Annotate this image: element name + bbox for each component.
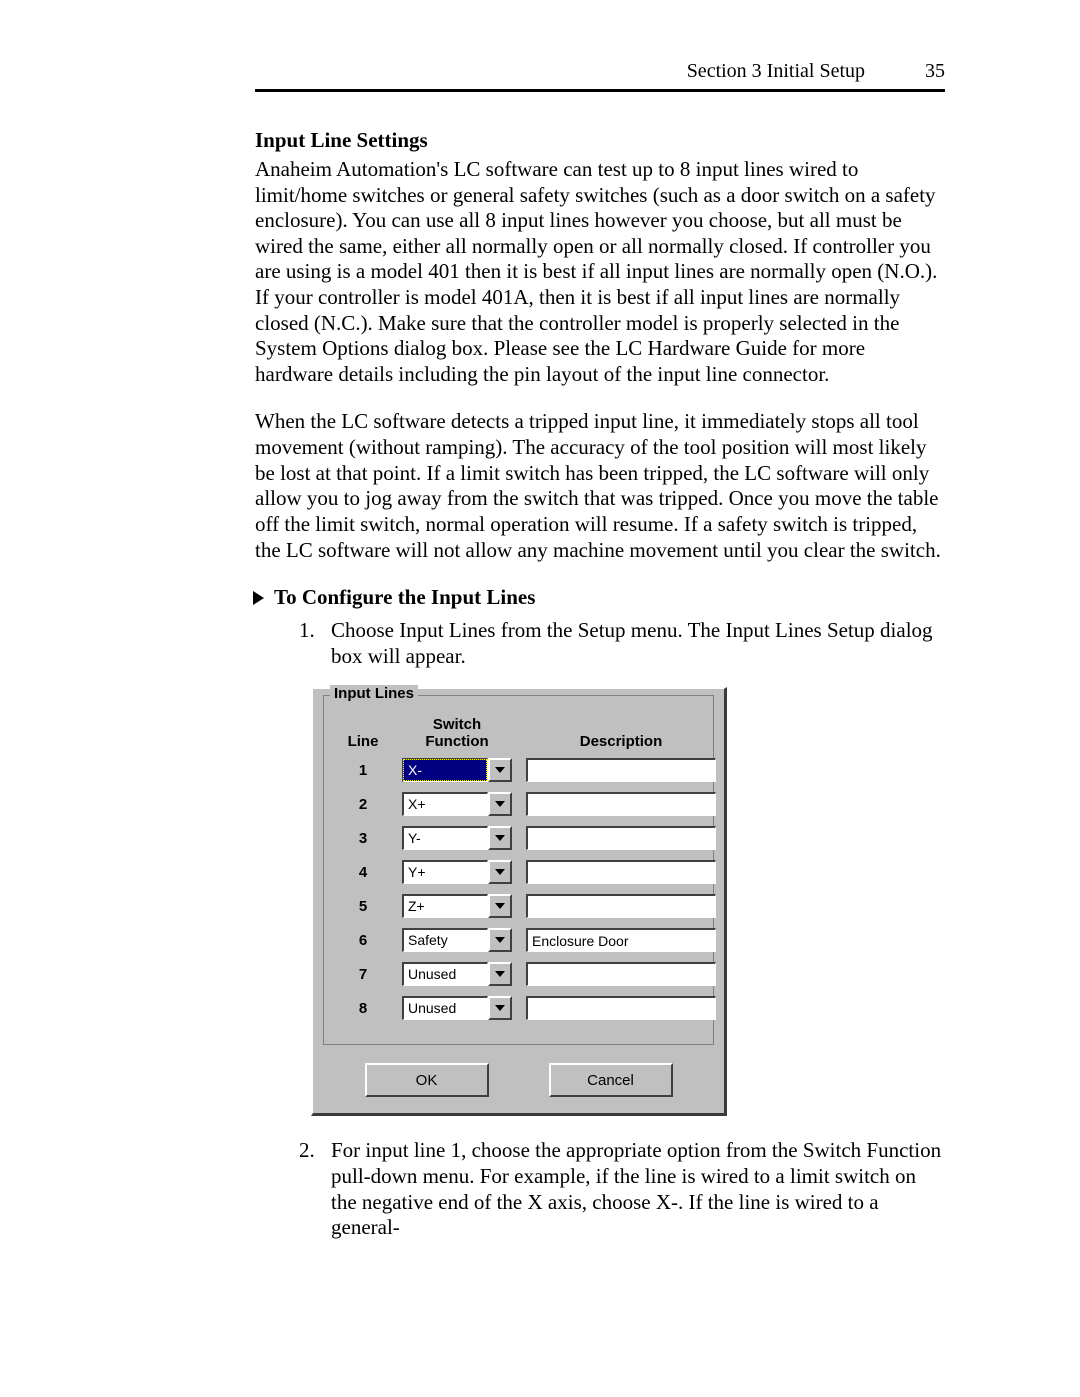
- dropdown-button[interactable]: [488, 894, 512, 918]
- switch-function-dropdown[interactable]: Y+: [402, 860, 512, 884]
- ok-button-label: OK: [416, 1072, 438, 1089]
- ordered-list: 1. Choose Input Lines from the Setup men…: [255, 618, 945, 669]
- switch-function-value: Unused: [402, 996, 488, 1020]
- input-line-row: 8 Unused: [338, 996, 699, 1020]
- description-input[interactable]: [526, 758, 716, 782]
- dropdown-button[interactable]: [488, 928, 512, 952]
- col-header-line: Line: [338, 734, 388, 751]
- dialog-figure: Input Lines Line Switch Function Descrip…: [311, 687, 945, 1116]
- description-input[interactable]: [526, 792, 716, 816]
- chevron-down-icon: [495, 835, 505, 841]
- line-number: 3: [338, 830, 388, 847]
- list-item: 1. Choose Input Lines from the Setup men…: [299, 618, 945, 669]
- col-header-function: Switch Function: [402, 717, 512, 750]
- chevron-down-icon: [495, 937, 505, 943]
- switch-function-dropdown[interactable]: X+: [402, 792, 512, 816]
- chevron-down-icon: [495, 1005, 505, 1011]
- switch-function-dropdown[interactable]: Z+: [402, 894, 512, 918]
- input-lines-groupbox: Input Lines Line Switch Function Descrip…: [323, 695, 714, 1045]
- chevron-down-icon: [495, 903, 505, 909]
- input-line-row: 1 X-: [338, 758, 699, 782]
- step-2-text: For input line 1, choose the appropriate…: [331, 1138, 945, 1240]
- switch-function-value: Y+: [402, 860, 488, 884]
- dropdown-button[interactable]: [488, 792, 512, 816]
- line-number: 5: [338, 898, 388, 915]
- page: Section 3 Initial Setup 35 Input Line Se…: [0, 0, 1080, 1397]
- paragraph-1: Anaheim Automation's LC software can tes…: [255, 157, 945, 387]
- dropdown-button[interactable]: [488, 826, 512, 850]
- subhead: To Configure the Input Lines: [274, 585, 535, 610]
- chevron-down-icon: [495, 767, 505, 773]
- description-input[interactable]: [526, 996, 716, 1020]
- groupbox-legend: Input Lines: [330, 685, 418, 702]
- input-lines-dialog: Input Lines Line Switch Function Descrip…: [311, 687, 727, 1116]
- cancel-button-label: Cancel: [587, 1072, 634, 1089]
- dropdown-button[interactable]: [488, 996, 512, 1020]
- dropdown-button[interactable]: [488, 860, 512, 884]
- switch-function-value: X-: [402, 758, 488, 782]
- header-section: Section 3 Initial Setup: [687, 60, 865, 83]
- input-line-row: 5 Z+: [338, 894, 699, 918]
- column-headers: Line Switch Function Description: [338, 717, 699, 750]
- switch-function-dropdown[interactable]: Unused: [402, 962, 512, 986]
- switch-function-value: Unused: [402, 962, 488, 986]
- line-number: 2: [338, 796, 388, 813]
- chevron-down-icon: [495, 869, 505, 875]
- description-input[interactable]: [526, 860, 716, 884]
- switch-function-value: X+: [402, 792, 488, 816]
- dropdown-button[interactable]: [488, 758, 512, 782]
- cancel-button[interactable]: Cancel: [549, 1063, 673, 1097]
- paragraph-2: When the LC software detects a tripped i…: [255, 409, 945, 563]
- ok-button[interactable]: OK: [365, 1063, 489, 1097]
- switch-function-dropdown[interactable]: X-: [402, 758, 512, 782]
- line-number: 8: [338, 1000, 388, 1017]
- description-input[interactable]: [526, 962, 716, 986]
- switch-function-value: Safety: [402, 928, 488, 952]
- line-number: 6: [338, 932, 388, 949]
- dialog-button-row: OK Cancel: [323, 1063, 714, 1097]
- dropdown-button[interactable]: [488, 962, 512, 986]
- triangle-bullet-icon: [253, 591, 264, 605]
- input-line-row: 7 Unused: [338, 962, 699, 986]
- line-number: 1: [338, 762, 388, 779]
- description-input[interactable]: Enclosure Door: [526, 928, 716, 952]
- list-item: 2. For input line 1, choose the appropri…: [299, 1138, 945, 1240]
- col-header-description: Description: [526, 734, 716, 751]
- running-header: Section 3 Initial Setup 35: [255, 60, 945, 92]
- input-line-row: 4 Y+: [338, 860, 699, 884]
- header-page-number: 35: [925, 60, 945, 83]
- ordered-list: 2. For input line 1, choose the appropri…: [255, 1138, 945, 1240]
- description-input[interactable]: [526, 826, 716, 850]
- chevron-down-icon: [495, 971, 505, 977]
- input-line-row: 2 X+: [338, 792, 699, 816]
- line-number: 7: [338, 966, 388, 983]
- input-line-row: 6SafetyEnclosure Door: [338, 928, 699, 952]
- input-line-row: 3 Y-: [338, 826, 699, 850]
- list-number: 2.: [299, 1138, 321, 1240]
- step-1-text: Choose Input Lines from the Setup menu. …: [331, 618, 945, 669]
- switch-function-dropdown[interactable]: Y-: [402, 826, 512, 850]
- switch-function-dropdown[interactable]: Unused: [402, 996, 512, 1020]
- description-input[interactable]: [526, 894, 716, 918]
- switch-function-value: Y-: [402, 826, 488, 850]
- list-number: 1.: [299, 618, 321, 669]
- switch-function-value: Z+: [402, 894, 488, 918]
- chevron-down-icon: [495, 801, 505, 807]
- switch-function-dropdown[interactable]: Safety: [402, 928, 512, 952]
- subhead-row: To Configure the Input Lines: [255, 585, 945, 610]
- section-title: Input Line Settings: [255, 128, 945, 153]
- line-number: 4: [338, 864, 388, 881]
